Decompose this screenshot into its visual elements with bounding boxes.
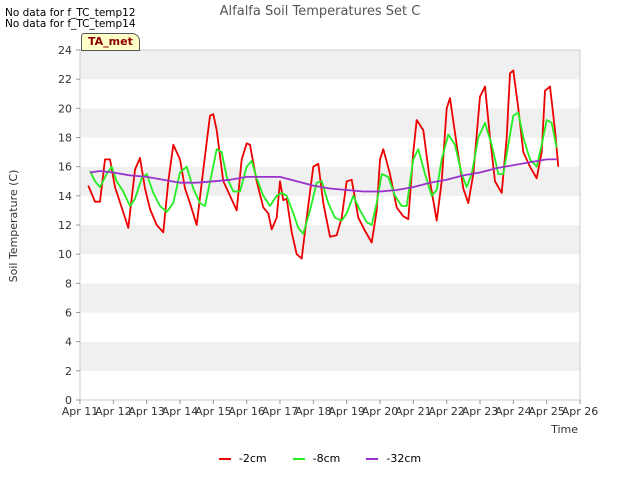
legend: -2cm -8cm -32cm <box>0 452 640 465</box>
x-tick-label: Apr 17 <box>262 405 299 418</box>
x-tick-label: Apr 25 <box>528 405 565 418</box>
grid-band <box>80 50 580 80</box>
legend-swatch-32cm <box>366 457 379 460</box>
grid-band <box>80 225 580 255</box>
grid-band <box>80 108 580 138</box>
legend-label-32cm: -32cm <box>386 452 422 465</box>
grid-band <box>80 137 580 167</box>
series-line-32cmcm <box>89 158 557 193</box>
series-lines <box>87 69 560 260</box>
y-tick-label: 14 <box>58 190 72 203</box>
ta-met-badge: TA_met <box>81 33 140 51</box>
grid-band <box>80 195 580 225</box>
y-tick-label: 2 <box>65 365 72 378</box>
grid-band <box>80 79 580 109</box>
x-tick-label: Apr 19 <box>328 405 365 418</box>
legend-item-8cm: -8cm <box>292 452 341 465</box>
legend-item-32cm: -32cm <box>366 452 421 465</box>
x-tick-label: Apr 22 <box>428 405 465 418</box>
legend-swatch-2cm <box>218 457 231 460</box>
legend-swatch-8cm <box>292 457 305 460</box>
series-line-2cmcm <box>87 69 560 260</box>
x-tick-label: Apr 26 <box>562 405 599 418</box>
legend-label-2cm: -2cm <box>238 452 267 465</box>
y-tick-label: 18 <box>58 132 72 145</box>
legend-item-2cm: -2cm <box>218 452 267 465</box>
y-tick-label: 4 <box>65 336 72 349</box>
y-tick-label: 20 <box>58 102 72 115</box>
y-tick-label: 24 <box>58 44 72 57</box>
grid-band <box>80 370 580 400</box>
y-tick-label: 6 <box>65 307 72 320</box>
x-tick-label: Apr 11 <box>62 405 99 418</box>
legend-label-8cm: -8cm <box>312 452 341 465</box>
x-axis-label: Time <box>550 423 578 436</box>
grid-bands <box>80 50 580 400</box>
series-line-8cmcm <box>89 111 558 235</box>
y-tick-label: 16 <box>58 161 72 174</box>
grid-band <box>80 166 580 196</box>
grid-band <box>80 341 580 371</box>
x-tick-label: Apr 16 <box>228 405 265 418</box>
x-tick-label: Apr 15 <box>195 405 232 418</box>
x-tick-label: Apr 12 <box>95 405 132 418</box>
y-tick-label: 0 <box>65 394 72 407</box>
chart-title: Alfalfa Soil Temperatures Set C <box>220 4 421 19</box>
y-tick-label: 8 <box>65 277 72 290</box>
x-tick-label: Apr 13 <box>128 405 165 418</box>
x-tick-label: Apr 23 <box>462 405 499 418</box>
y-tick-label: 12 <box>58 219 72 232</box>
grid-band <box>80 283 580 313</box>
grid-band <box>80 312 580 342</box>
x-tick-label: Apr 14 <box>162 405 199 418</box>
y-axis-label: Soil Temperature (C) <box>7 170 20 283</box>
y-tick-label: 10 <box>58 248 72 261</box>
y-tick-label: 22 <box>58 73 72 86</box>
grid-band <box>80 254 580 284</box>
x-tick-label: Apr 24 <box>495 405 532 418</box>
no-data-notice-temp14: No data for f_TC_temp14 <box>5 18 136 30</box>
x-tick-label: Apr 18 <box>295 405 332 418</box>
x-tick-label: Apr 20 <box>362 405 399 418</box>
no-data-notice-temp12: No data for f_TC_temp12 <box>5 7 136 19</box>
x-tick-label: Apr 21 <box>395 405 432 418</box>
